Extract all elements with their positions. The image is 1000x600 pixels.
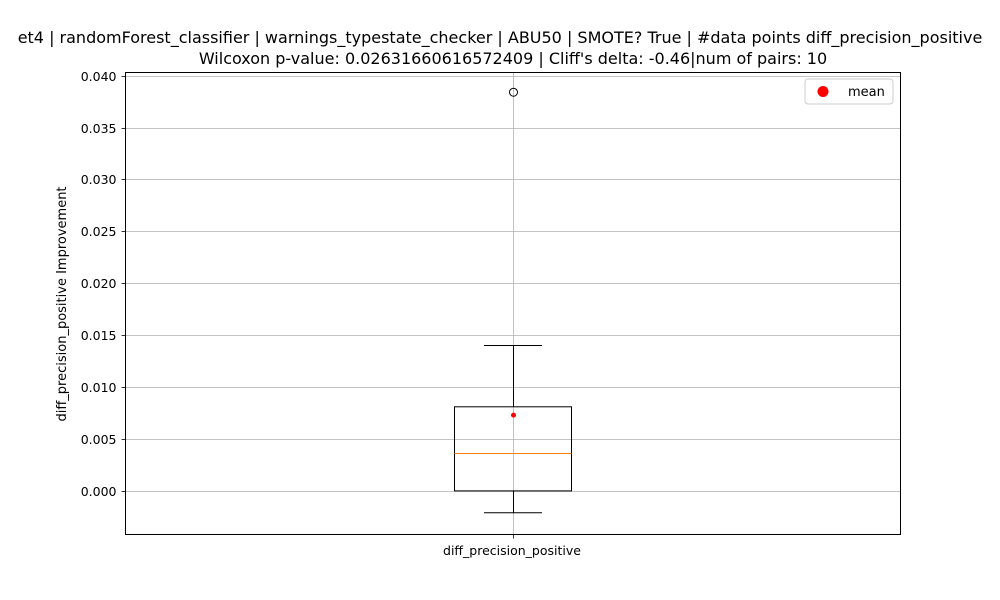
box-plot <box>454 87 572 514</box>
y-axis-label: diff_precision_positive Improvement <box>55 186 70 421</box>
legend: mean <box>804 78 894 105</box>
y-tick-label: 0.005 <box>81 432 117 447</box>
x-tick-label: diff_precision_positive <box>443 543 581 558</box>
y-tick-label: 0.030 <box>81 172 117 187</box>
y-tick-label: 0.015 <box>81 328 117 343</box>
y-tick-label: 0.025 <box>81 224 117 239</box>
legend-frame <box>804 78 894 105</box>
y-tick-label: 0.040 <box>81 69 117 84</box>
y-tick-label: 0.020 <box>81 276 117 291</box>
chart-title-line-2: Wilcoxon p-value: 0.02631660616572409 | … <box>199 49 827 68</box>
y-tick-label: 0.000 <box>81 484 117 499</box>
legend-mean-marker <box>817 86 829 97</box>
y-tick-label: 0.010 <box>81 380 117 395</box>
legend-mean-label: mean <box>848 85 885 100</box>
mean-point <box>511 412 516 418</box>
y-tick-label: 0.035 <box>81 121 117 136</box>
chart-title-line-1: et4 | randomForest_classifier | warnings… <box>18 28 983 48</box>
y-axis: 0.000 0.005 0.010 0.015 0.020 0.025 0.030 0.035… <box>81 69 514 539</box>
grid-lines <box>125 72 901 535</box>
interquartile-box <box>454 406 572 492</box>
outlier-point <box>509 87 518 97</box>
plot-frame <box>125 72 901 535</box>
